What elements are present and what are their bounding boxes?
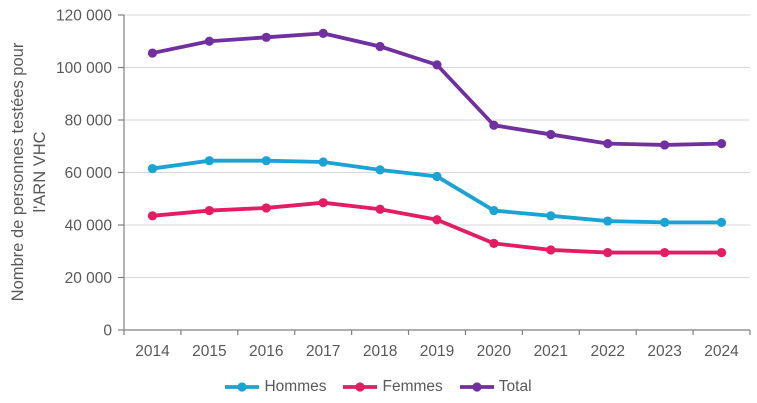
legend-item-hommes: Hommes	[225, 378, 326, 396]
y-axis-title-line: l'ARN VHC	[31, 131, 49, 212]
x-axis-tick-label: 2022	[590, 343, 624, 360]
series-femmes-line	[150, 200, 724, 255]
y-axis-tick-label: 40 000	[65, 218, 113, 235]
series-femmes-point-2023	[660, 247, 670, 258]
series-femmes-point-2020	[489, 238, 499, 248]
series-hommes-point-2022	[603, 216, 613, 226]
series-hommes-point-2024	[716, 217, 727, 227]
series-hommes-point-2017	[318, 157, 328, 167]
legend-marker-femmes-icon	[343, 382, 378, 392]
y-axis-tick-label: 80 000	[65, 113, 113, 130]
legend-item-total: Total	[459, 378, 532, 396]
series-hommes-point-2015	[204, 156, 214, 166]
legend-dot	[237, 382, 248, 392]
legend-label: Femmes	[382, 378, 443, 395]
series-femmes-point-2021	[546, 245, 556, 255]
legend-marker-total-icon	[459, 382, 494, 392]
series-hommes-point-2020	[489, 205, 499, 216]
series-hommes-point-2023	[660, 217, 670, 227]
legend-label: Total	[498, 378, 532, 395]
x-axis-tick-label: 2014	[135, 343, 170, 360]
series-total-line	[150, 31, 724, 147]
legend-label: Hommes	[264, 378, 327, 395]
x-axis-tick-label: 2023	[647, 343, 681, 360]
series-total-point-2019	[432, 60, 442, 70]
series-total-point-2015	[204, 36, 214, 46]
legend-marker-hommes-icon	[225, 382, 260, 392]
series-hommes-point-2014	[147, 163, 158, 174]
legend-dot	[355, 382, 366, 392]
y-axis-tick-label: 0	[103, 323, 112, 340]
series-total-point-2023	[660, 140, 670, 150]
series-total-point-2021	[546, 129, 556, 140]
legend-dot	[472, 382, 482, 392]
series-hommes-point-2019	[432, 171, 442, 182]
y-axis-tick-label: 100 000	[56, 60, 112, 77]
series-total-point-2024	[716, 139, 727, 149]
legend-item-femmes: Femmes	[343, 378, 443, 396]
x-axis-tick-label: 2015	[192, 343, 226, 360]
series-femmes-point-2016	[261, 203, 271, 213]
x-axis-tick-label: 2021	[534, 343, 568, 360]
series-femmes-point-2017	[318, 198, 328, 208]
series-total-point-2014	[147, 48, 158, 58]
series-femmes-point-2014	[147, 211, 158, 221]
series-femmes-point-2022	[603, 247, 613, 258]
series-hommes-point-2018	[375, 165, 385, 175]
series-total-point-2016	[261, 32, 271, 42]
series-femmes-point-2015	[204, 205, 214, 216]
series-total-point-2022	[603, 139, 613, 149]
y-axis-tick-label: 20 000	[65, 270, 113, 287]
x-axis-tick-label: 2017	[306, 343, 340, 360]
series-hommes-point-2016	[261, 156, 271, 166]
series-femmes-point-2018	[375, 204, 385, 214]
x-axis-tick-label: 2024	[704, 343, 739, 360]
line-chart-svg: 0 20 000 40 000 60 000 80 000 100 000 120 000 2…	[9, 8, 751, 360]
series-femmes-point-2019	[432, 215, 442, 225]
series-total-point-2020	[489, 120, 499, 130]
series-hommes-line	[150, 158, 724, 225]
x-axis-tick-label: 2016	[249, 343, 283, 360]
y-axis-tick-label: 60 000	[65, 165, 113, 182]
x-axis-tick-label: 2018	[363, 343, 397, 360]
chart-legend: Hommes Femmes Total	[0, 374, 757, 400]
y-axis-tick-label: 120 000	[56, 8, 112, 25]
series-total-point-2018	[375, 41, 385, 52]
series-femmes-point-2024	[716, 247, 727, 258]
series-hommes-point-2021	[546, 211, 556, 221]
x-axis-tick-label: 2020	[477, 343, 512, 360]
x-axis-tick-label: 2019	[420, 343, 454, 360]
y-axis-title-line: Nombre de personnes testées pour	[9, 42, 27, 301]
series-total-point-2017	[318, 28, 328, 38]
